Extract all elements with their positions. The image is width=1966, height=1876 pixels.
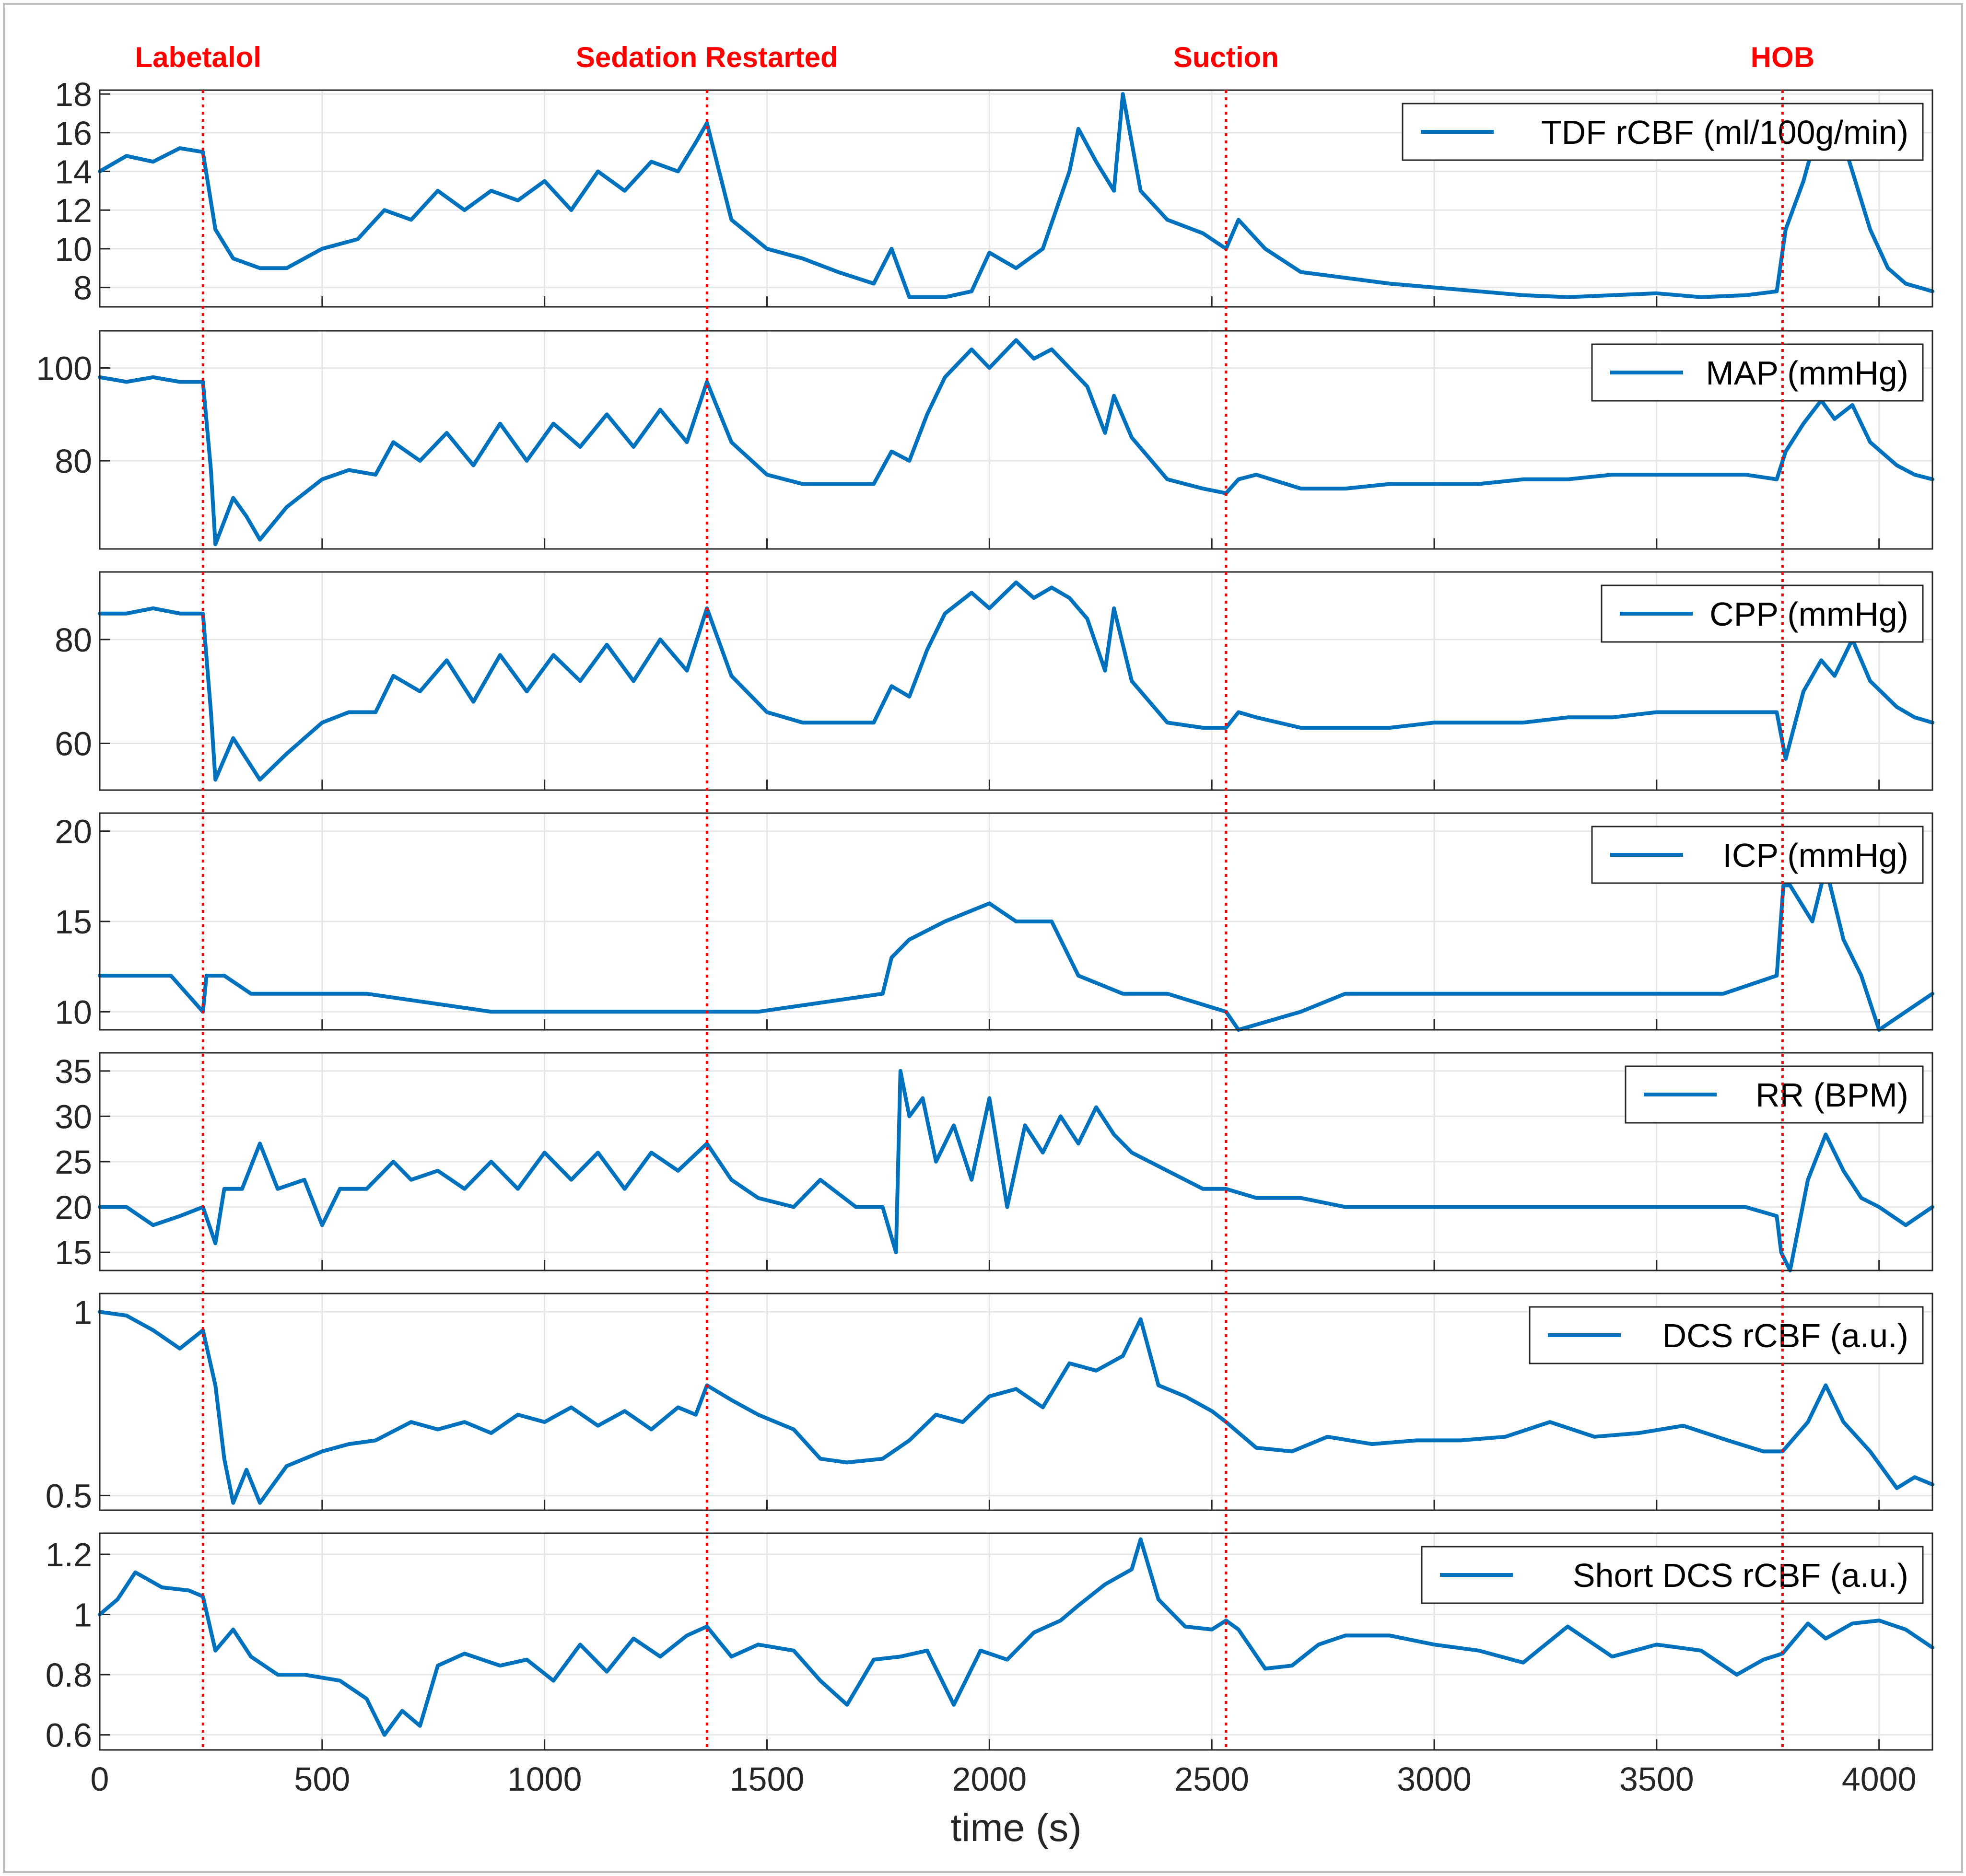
- series-line: [98, 865, 1934, 1032]
- x-tick-label: 3000: [1397, 1760, 1472, 1798]
- legend-label: Short DCS rCBF (a.u.): [1573, 1557, 1908, 1594]
- panel-axes-box: [99, 1532, 1933, 1751]
- y-tick-label: 10: [55, 231, 92, 268]
- series-line: [98, 580, 1934, 782]
- legend-label: RR (BPM): [1755, 1076, 1908, 1114]
- y-tick-label: 1: [73, 1293, 92, 1331]
- series-line: [98, 338, 1934, 547]
- y-tick-label: 0.8: [46, 1656, 92, 1694]
- y-tick-label: 8: [73, 269, 92, 307]
- y-tick-label: 20: [55, 813, 92, 851]
- legend-label: CPP (mmHg): [1709, 595, 1908, 633]
- y-tick-label: 1.2: [46, 1536, 92, 1573]
- legend: Short DCS rCBF (a.u.): [1421, 1546, 1924, 1604]
- event-label: HOB: [1751, 41, 1814, 73]
- x-tick-label: 2500: [1174, 1760, 1249, 1798]
- panel-axes-box: [99, 1052, 1933, 1271]
- legend: RR (BPM): [1625, 1065, 1924, 1124]
- panel-axes-box: [99, 89, 1933, 308]
- legend: DCS rCBF (a.u.): [1529, 1306, 1924, 1364]
- y-tick-label: 100: [36, 350, 92, 387]
- y-tick-label: 12: [55, 192, 92, 229]
- panel-3: 60 80 CPP (mmHg): [55, 571, 1934, 791]
- series-line: [98, 92, 1934, 299]
- x-tick-label: 1500: [730, 1760, 805, 1798]
- y-tick-label: 0.6: [46, 1717, 92, 1754]
- y-tick-label: 35: [55, 1053, 92, 1090]
- y-tick-label: 18: [55, 76, 92, 113]
- legend-label: DCS rCBF (a.u.): [1662, 1317, 1908, 1354]
- panel-axes-box: [99, 812, 1933, 1031]
- legend: CPP (mmHg): [1601, 584, 1924, 643]
- y-tick-label: 0.5: [46, 1477, 92, 1515]
- event-label: Sedation Restarted: [576, 41, 838, 73]
- series-line: [98, 1310, 1934, 1505]
- panel-axes-box: [99, 1293, 1933, 1511]
- legend-label: MAP (mmHg): [1706, 354, 1908, 392]
- y-tick-label: 25: [55, 1143, 92, 1181]
- x-tick-label: 3500: [1619, 1760, 1694, 1798]
- y-tick-label: 80: [55, 443, 92, 480]
- y-tick-label: 15: [55, 903, 92, 941]
- figure-frame: [3, 3, 1963, 1873]
- legend: TDF rCBF (ml/100g/min): [1402, 103, 1924, 161]
- panel-2: 80 100 MAP (mmHg): [36, 330, 1934, 550]
- y-tick-label: 10: [55, 993, 92, 1031]
- series-line: [98, 1069, 1934, 1272]
- legend-label: TDF rCBF (ml/100g/min): [1541, 114, 1908, 151]
- panel-7: 0.6 0.8 1 1.2 Short DCS rCBF (a.u.): [46, 1532, 1934, 1754]
- legend: MAP (mmHg): [1591, 343, 1924, 402]
- x-tick-label: 4000: [1842, 1760, 1917, 1798]
- event-label: Labetalol: [135, 41, 261, 73]
- x-tick-label: 500: [294, 1760, 350, 1798]
- x-tick-label: 1000: [507, 1760, 582, 1798]
- y-tick-label: 80: [55, 621, 92, 659]
- x-axis: 0 500 1000 1500 2000 2500 3000 3500 4000 time (s): [91, 1760, 1917, 1850]
- legend-label: ICP (mmHg): [1722, 837, 1908, 874]
- event-markers: Labetalol Sedation Restarted Suction HOB: [135, 41, 1814, 1750]
- x-tick-label: 2000: [952, 1760, 1027, 1798]
- legend: ICP (mmHg): [1591, 826, 1924, 884]
- panel-5: 15 20 25 30 35 RR (BPM): [55, 1052, 1934, 1272]
- panel-4: 10 15 20 ICP (mmHg): [55, 812, 1934, 1032]
- series-line: [98, 1537, 1934, 1737]
- y-tick-label: 1: [73, 1596, 92, 1634]
- x-axis-label: time (s): [950, 1806, 1081, 1850]
- x-tick-label: 0: [91, 1760, 109, 1798]
- y-tick-label: 20: [55, 1189, 92, 1226]
- panel-axes-box: [99, 571, 1933, 791]
- y-tick-label: 30: [55, 1098, 92, 1135]
- y-tick-label: 16: [55, 115, 92, 152]
- panel-axes-box: [99, 330, 1933, 550]
- y-tick-label: 60: [55, 725, 92, 763]
- event-label: Suction: [1173, 41, 1279, 73]
- y-tick-label: 15: [55, 1234, 92, 1271]
- y-tick-label: 14: [55, 153, 92, 191]
- panel-6: 0.5 1 DCS rCBF (a.u.): [46, 1293, 1934, 1515]
